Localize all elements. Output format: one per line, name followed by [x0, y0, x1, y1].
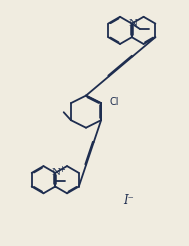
Text: +: +: [58, 165, 65, 174]
Text: N: N: [129, 19, 138, 28]
Text: N: N: [52, 169, 61, 177]
Text: Cl: Cl: [110, 97, 119, 107]
Text: I⁻: I⁻: [123, 194, 134, 207]
